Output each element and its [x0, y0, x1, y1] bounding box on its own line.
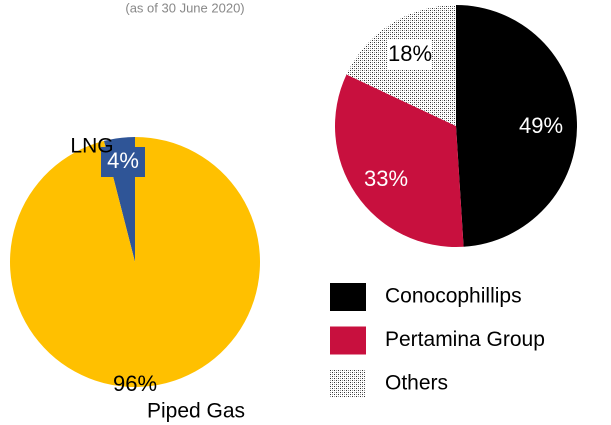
pie-slice	[10, 137, 261, 387]
pie-slice	[335, 74, 464, 247]
category-label: LNG	[70, 135, 113, 158]
legend-label: Conocophillips	[385, 285, 522, 308]
legend-swatch	[330, 370, 366, 398]
legend-label: Others	[385, 372, 448, 395]
value-label: 33%	[364, 166, 408, 191]
legend-swatch	[330, 283, 366, 311]
value-label: 4%	[107, 148, 139, 173]
label-background	[101, 147, 145, 177]
value-label: 18%	[388, 41, 432, 66]
value-label: 96%	[113, 371, 157, 396]
category-label: Piped Gas	[147, 400, 245, 423]
legend-label: Pertamina Group	[385, 328, 545, 351]
legend-swatch	[330, 326, 366, 355]
value-label: 49%	[519, 113, 563, 138]
pie-slice	[456, 5, 577, 247]
subtitle: (as of 30 June 2020)	[125, 0, 244, 15]
label-background	[388, 40, 432, 70]
